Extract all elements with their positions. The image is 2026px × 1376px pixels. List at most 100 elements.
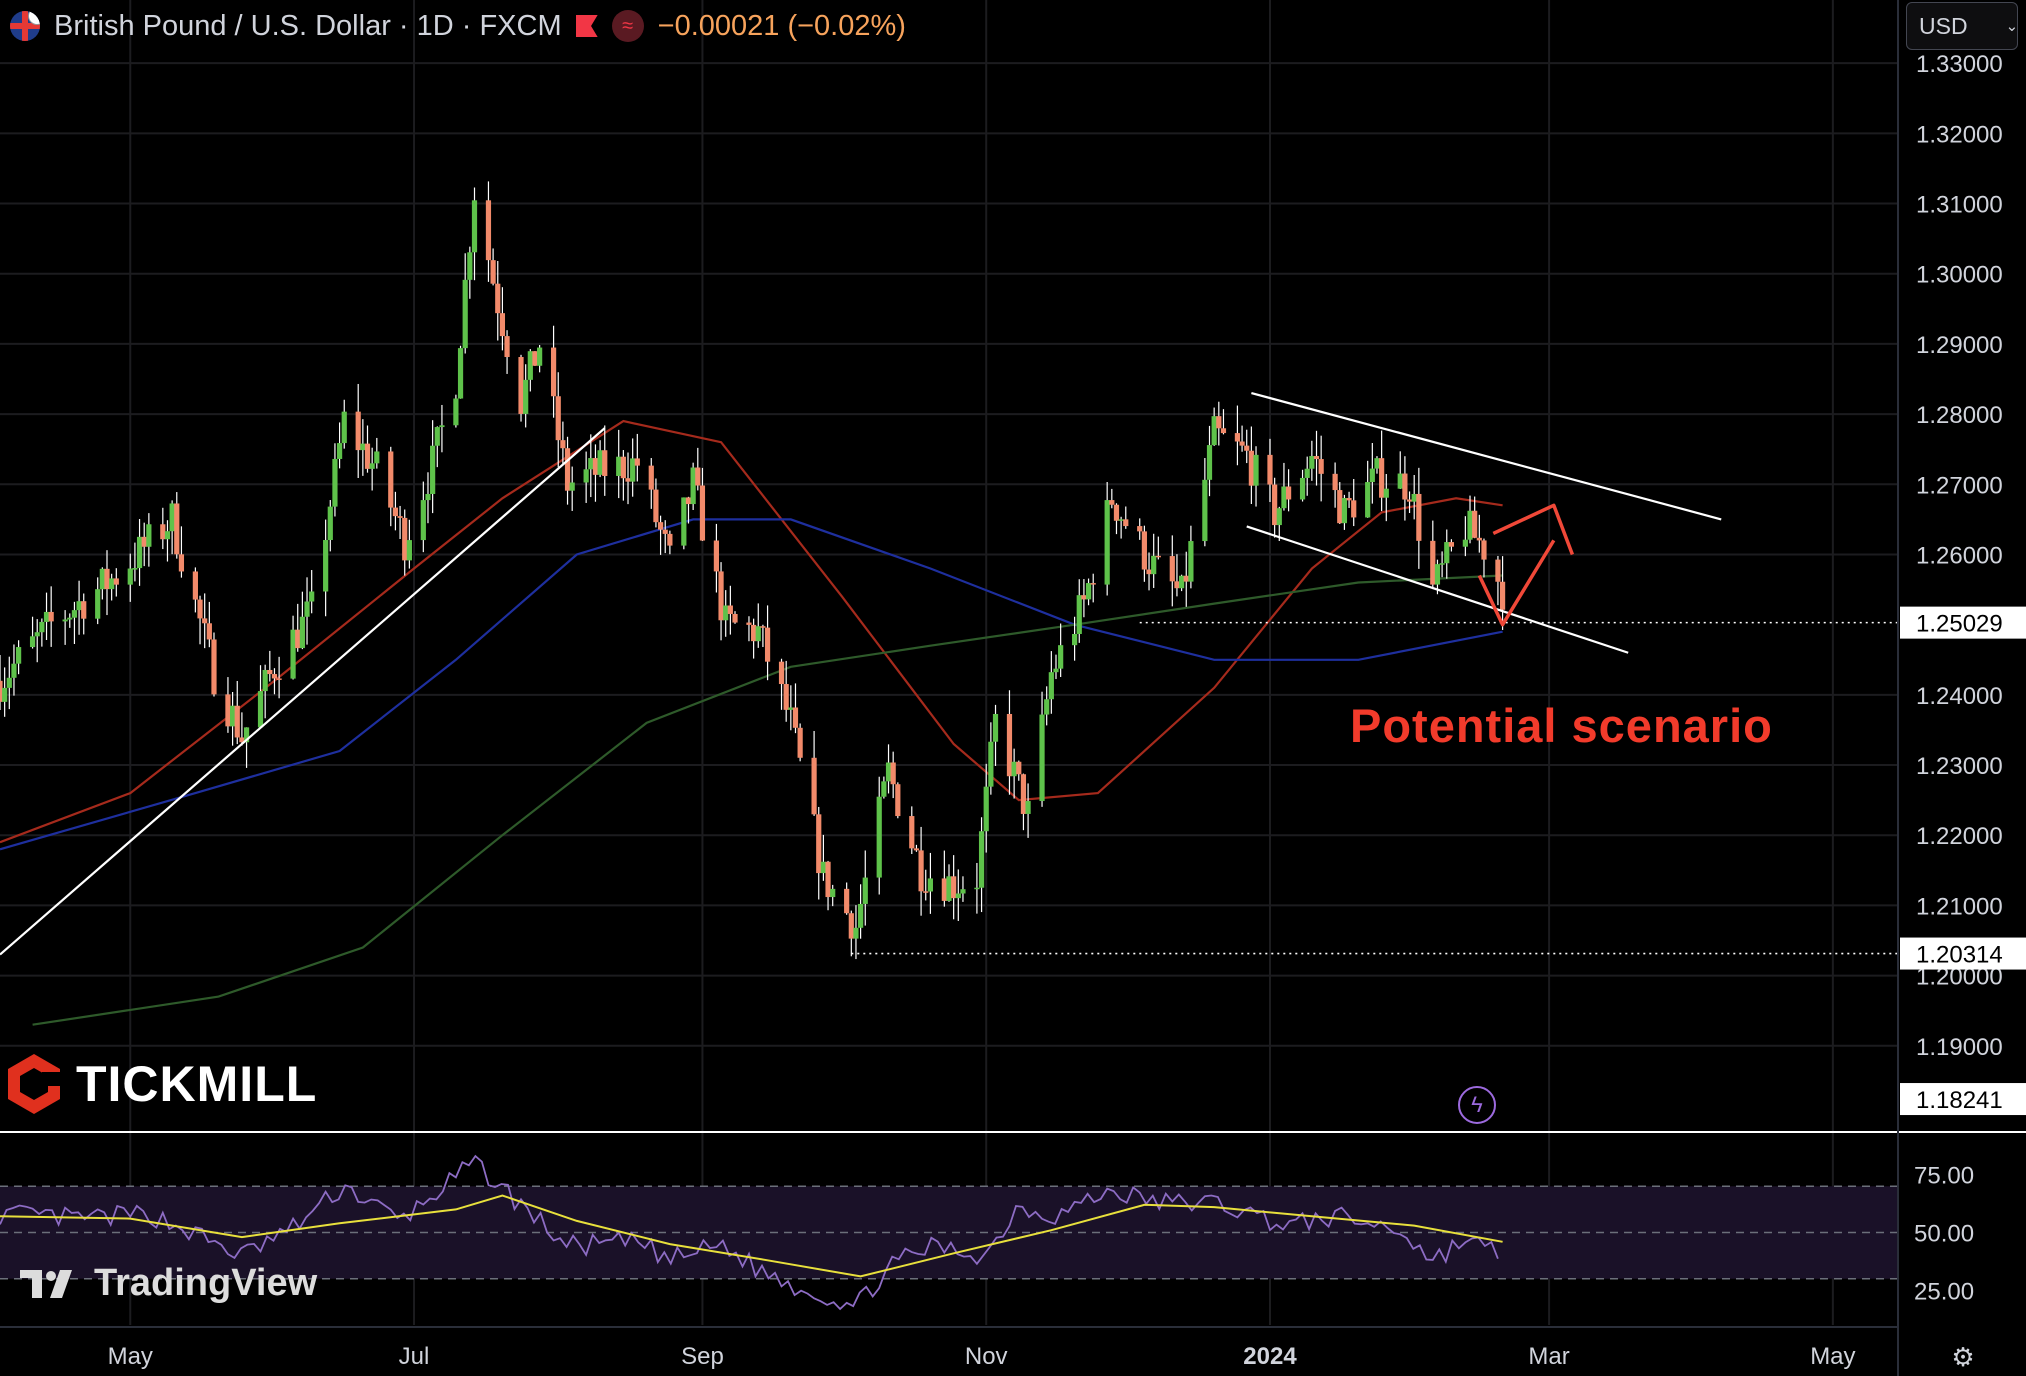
candle-body bbox=[178, 554, 185, 572]
candle-body bbox=[136, 536, 143, 569]
trendlines bbox=[0, 391, 1898, 956]
candle-body bbox=[764, 627, 771, 662]
candle-body bbox=[918, 850, 924, 892]
candle-body bbox=[434, 427, 440, 446]
candle-body bbox=[1467, 510, 1473, 540]
candle-body bbox=[457, 348, 464, 399]
symbol-title[interactable]: British Pound / U.S. Dollar · 1D · FXCM bbox=[54, 9, 562, 42]
candle-body bbox=[788, 707, 794, 710]
candle-body bbox=[0, 680, 3, 702]
candle-body bbox=[1341, 498, 1348, 524]
candle-body bbox=[648, 465, 654, 490]
candle-body bbox=[564, 448, 571, 491]
candle-body bbox=[1476, 537, 1482, 541]
price-label: 1.20314 bbox=[1916, 942, 2003, 969]
candle-body bbox=[425, 493, 431, 501]
candle-body bbox=[81, 601, 87, 619]
candle-body bbox=[1155, 555, 1161, 558]
candle-body bbox=[1183, 575, 1189, 582]
candle-body bbox=[1174, 581, 1180, 589]
chevron-down-icon: ⌄ bbox=[2005, 18, 2019, 35]
candle-body bbox=[6, 677, 12, 688]
candle-body bbox=[1220, 428, 1227, 434]
candle-body bbox=[225, 694, 231, 727]
candle-body bbox=[844, 888, 850, 914]
trendline bbox=[1251, 391, 1722, 521]
currency-select[interactable]: USD ⌄ bbox=[1906, 2, 2018, 50]
candle-body bbox=[388, 451, 394, 508]
bolt-icon[interactable]: ϟ bbox=[1458, 1086, 1496, 1124]
candle-body bbox=[271, 674, 278, 679]
candle-body bbox=[99, 568, 105, 590]
candle-body bbox=[1495, 559, 1501, 582]
candle-body bbox=[71, 610, 78, 618]
price-label: 1.25029 bbox=[1916, 611, 2003, 638]
time-tick-label: May bbox=[108, 1343, 153, 1370]
candle-body bbox=[811, 757, 817, 815]
candle-body bbox=[1253, 454, 1259, 486]
price-tick-label: 1.22000 bbox=[1916, 823, 2003, 850]
tradingview-mark-icon bbox=[20, 1269, 72, 1298]
candle-body bbox=[699, 485, 706, 541]
candle-body bbox=[820, 861, 826, 874]
chart-header: British Pound / U.S. Dollar · 1D · FXCM … bbox=[10, 6, 906, 46]
candle-body bbox=[667, 533, 673, 546]
candle-body bbox=[369, 463, 375, 469]
tradingview-text: TradingView bbox=[94, 1262, 318, 1304]
candle-body bbox=[597, 450, 603, 475]
wave-icon[interactable]: ≈ bbox=[611, 10, 644, 42]
ma-line-blue bbox=[0, 518, 1503, 851]
candle-body bbox=[1020, 774, 1027, 814]
candle-body bbox=[913, 848, 920, 851]
candle-body bbox=[718, 571, 724, 621]
candle-body bbox=[890, 762, 896, 785]
ma-line-green bbox=[32, 574, 1503, 1026]
candle-body bbox=[304, 601, 310, 617]
candle-body bbox=[467, 252, 473, 280]
candle-body bbox=[336, 443, 343, 459]
candle-body bbox=[1188, 541, 1194, 582]
trendline bbox=[1246, 525, 1629, 654]
candle-body bbox=[76, 601, 82, 611]
price-label-box bbox=[1900, 937, 2026, 970]
candle-body bbox=[360, 443, 366, 451]
candle-body bbox=[439, 425, 445, 428]
price-change: −0.00021 (−0.02%) bbox=[657, 9, 906, 42]
candle-body bbox=[1434, 564, 1441, 585]
candle-body bbox=[62, 619, 68, 622]
tickmill-logo: TICKMILL bbox=[6, 1052, 317, 1116]
candle-body bbox=[653, 489, 659, 523]
candle-body bbox=[988, 741, 994, 787]
candle-body bbox=[518, 357, 524, 414]
red-flag-icon[interactable] bbox=[575, 15, 598, 37]
candle-body bbox=[1104, 500, 1110, 585]
candle-body bbox=[523, 379, 529, 414]
candle-body bbox=[1178, 575, 1185, 589]
price-tick-label: 1.23000 bbox=[1916, 753, 2003, 780]
candle-body bbox=[588, 458, 594, 470]
candle-body bbox=[229, 705, 236, 727]
candle-body bbox=[1462, 539, 1468, 547]
candle-body bbox=[499, 313, 506, 337]
candle-body bbox=[1076, 595, 1082, 634]
scenario-arrow-head bbox=[1492, 503, 1575, 556]
candle-body bbox=[560, 440, 566, 449]
candle-body bbox=[983, 786, 989, 832]
candle-body bbox=[392, 507, 399, 517]
candle-body bbox=[1016, 761, 1022, 775]
candle-body bbox=[941, 878, 947, 901]
candle-body bbox=[527, 351, 533, 380]
candle-body bbox=[1397, 473, 1403, 489]
settings-icon[interactable]: ⚙ bbox=[1951, 1342, 1975, 1372]
candle-body bbox=[881, 781, 887, 797]
time-tick-label: May bbox=[1810, 1343, 1855, 1370]
candle-body bbox=[48, 611, 54, 622]
candle-body bbox=[755, 626, 761, 642]
candle-body bbox=[909, 816, 915, 849]
rsi-tick-label: 50.00 bbox=[1914, 1221, 1974, 1248]
candle-body bbox=[420, 500, 426, 541]
candle-body bbox=[323, 540, 329, 592]
candle-body bbox=[1346, 498, 1352, 501]
